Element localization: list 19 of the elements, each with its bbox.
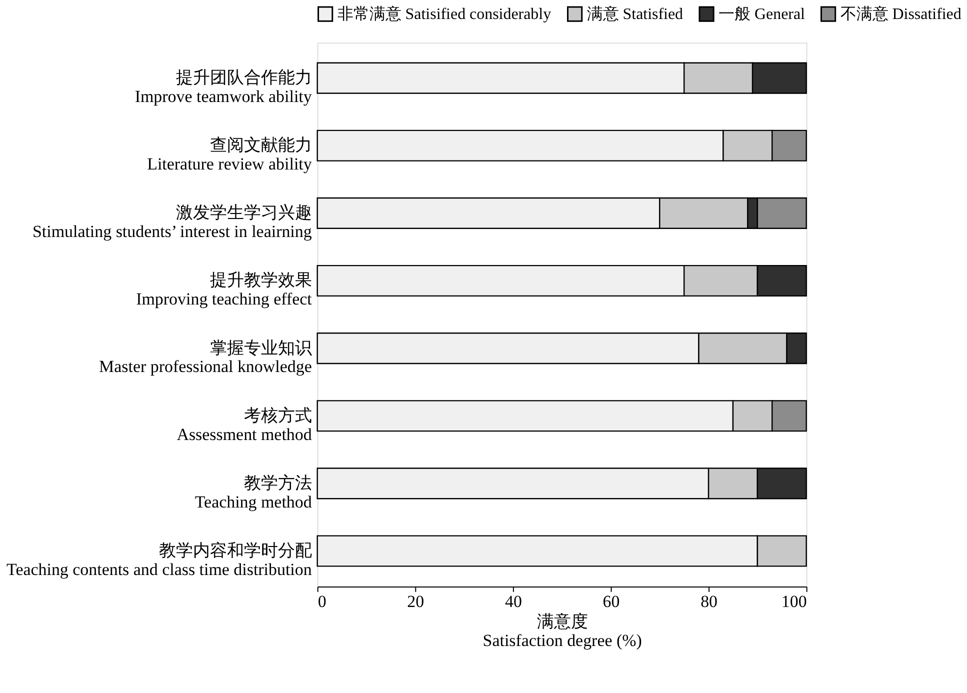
y-tick-label: 激发学生学习兴趣 Stimulating students’ interest in leairning	[32, 203, 312, 242]
y-tick-label: 掌握专业知识 Master professional knowledge	[99, 338, 312, 376]
x-tick-label: 40	[504, 592, 522, 611]
x-tick-label: 60	[602, 592, 620, 611]
x-tick-label: 0	[318, 592, 326, 611]
x-tick-label: 80	[700, 592, 718, 611]
y-tick-label: 提升团队合作能力 Improve teamwork ability	[134, 68, 312, 106]
y-tick-label: 教学内容和学时分配 Teaching contents and class time distribution	[6, 540, 312, 579]
x-tick-label: 20	[407, 592, 424, 611]
y-tick-label: 查阅文献能力 Literature review ability	[147, 136, 312, 174]
legend-label: 不满意 Dissatified	[840, 5, 962, 24]
y-tick-label: 教学方法 Teaching method	[194, 473, 312, 512]
legend-label: 非常满意 Satisified considerably	[337, 5, 552, 24]
y-tick-label: 考核方式 Assessment method	[176, 406, 312, 444]
x-tick-label: 100	[781, 592, 807, 611]
x-axis-title: 满意度 Satisfaction degree (%)	[482, 612, 642, 650]
legend-label: 一般 General	[718, 6, 806, 24]
y-tick-label: 提升教学效果 Improving teaching effect	[136, 270, 312, 309]
legend-label: 满意 Statisfied	[586, 5, 684, 24]
